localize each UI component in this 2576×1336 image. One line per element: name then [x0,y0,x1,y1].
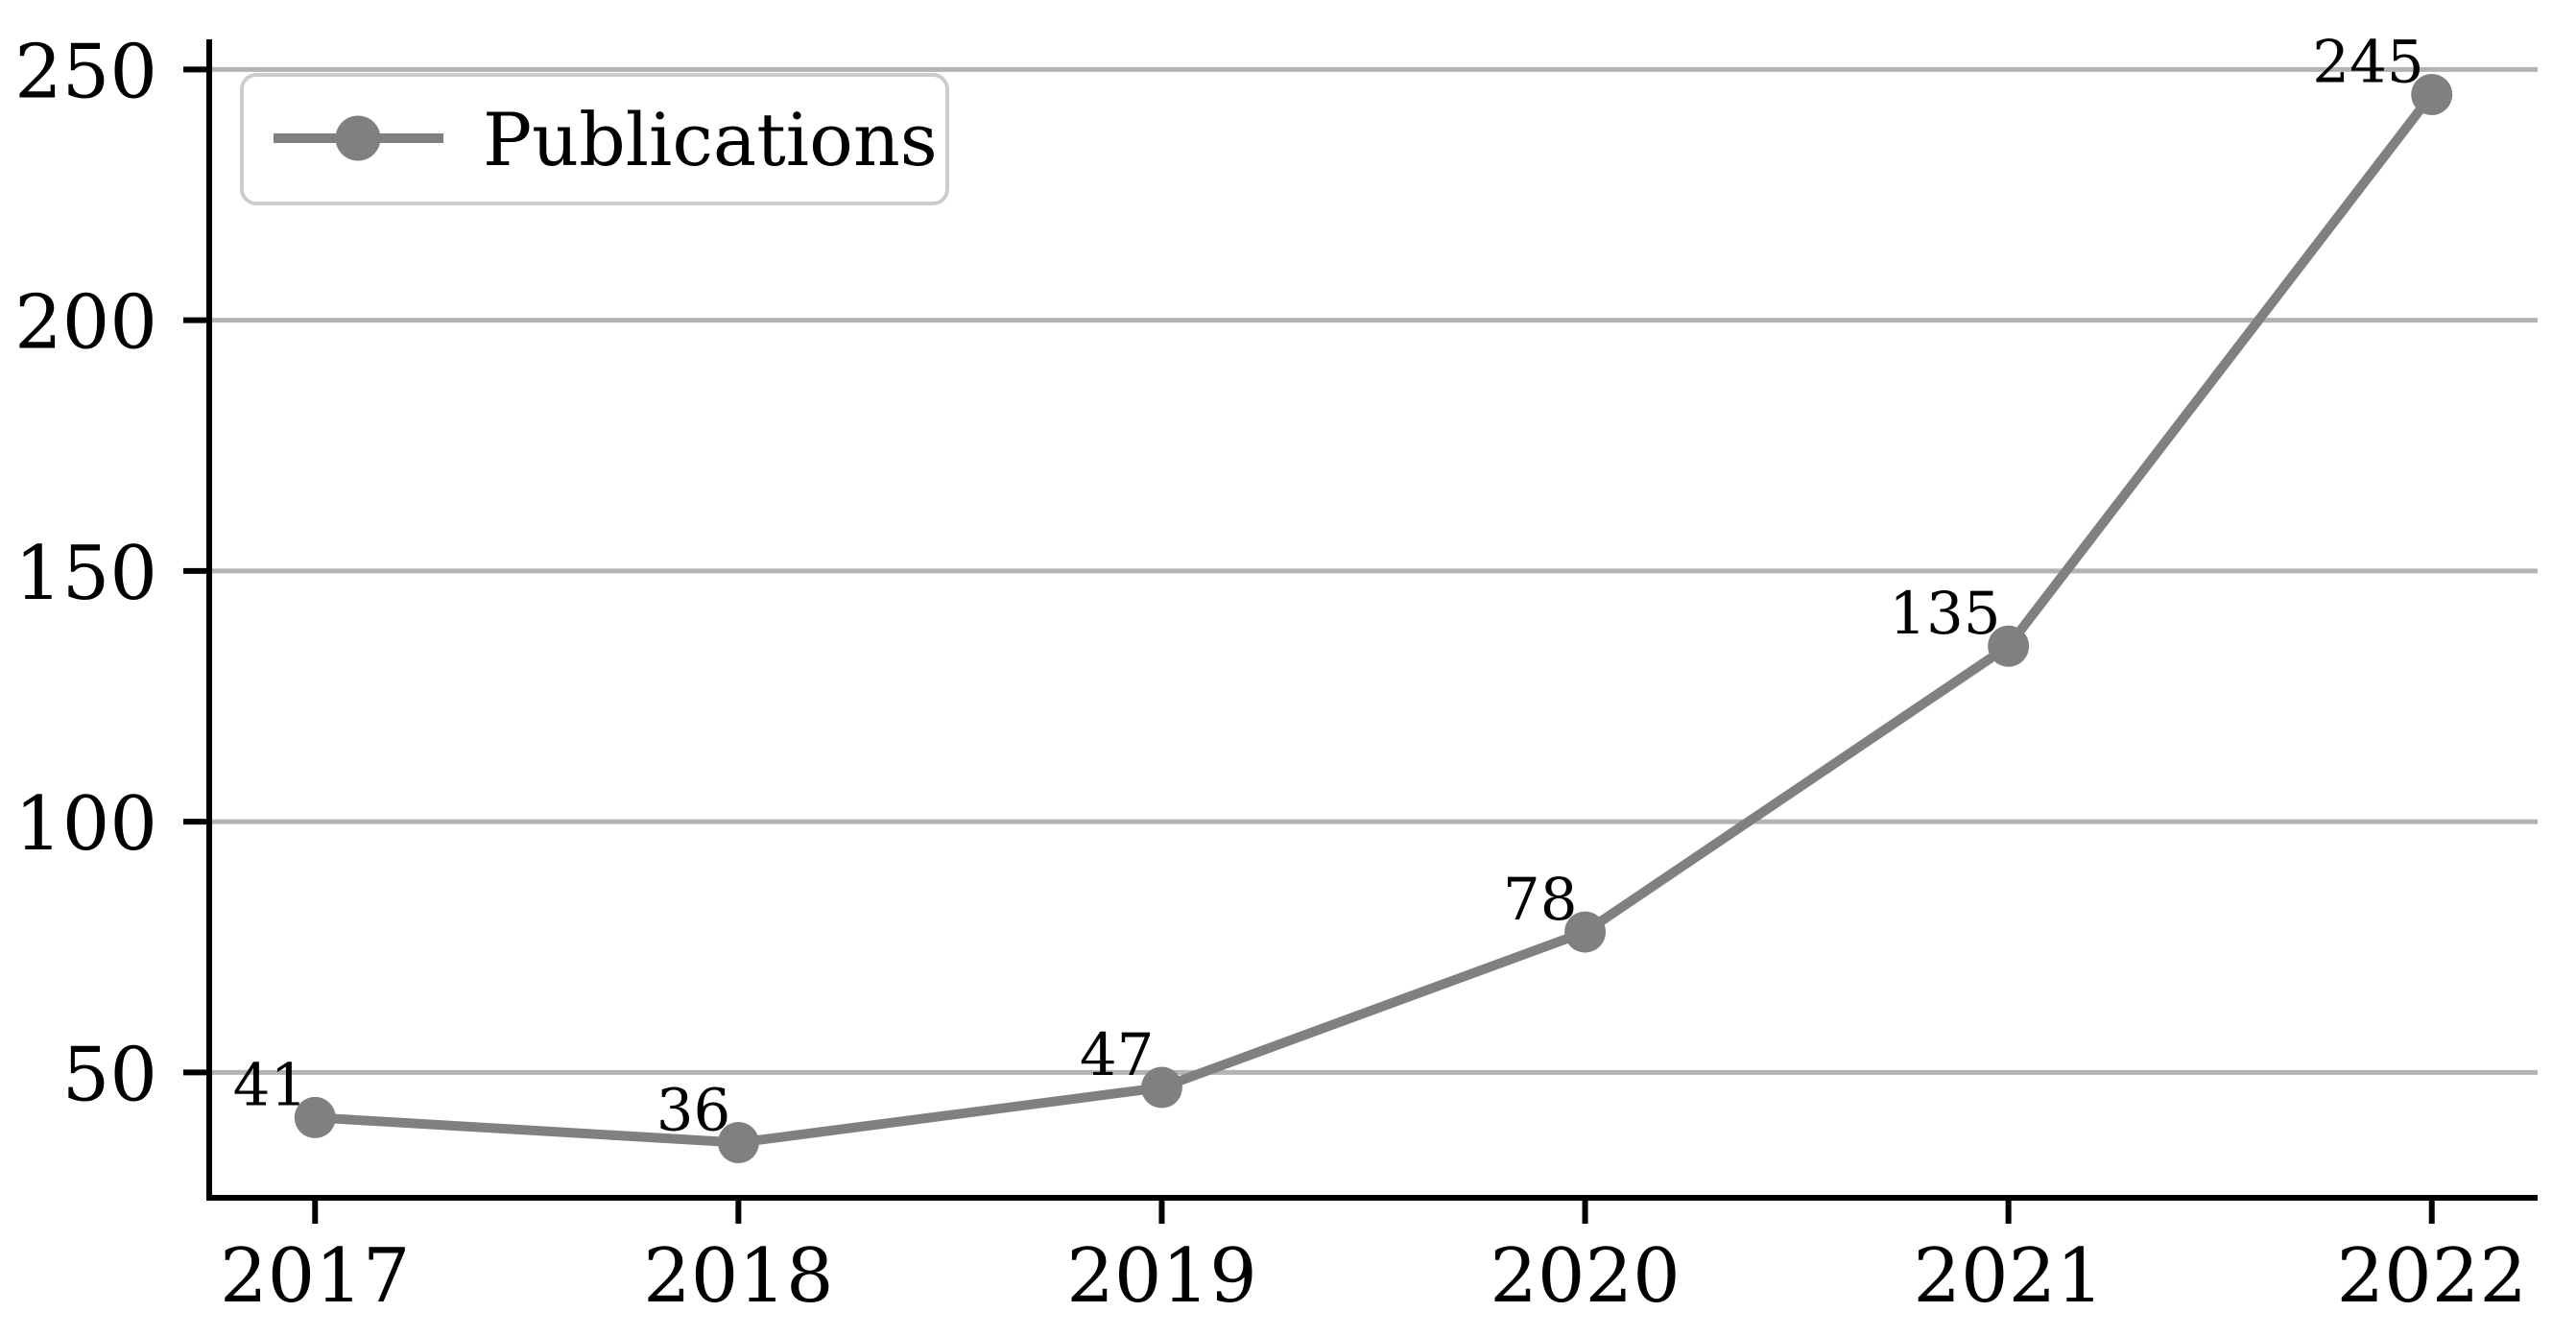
y-tick-label-150: 150 [14,531,157,617]
data-point-label-2020: 78 [1503,866,1578,934]
y-tick-label-200: 200 [14,280,157,367]
legend-frame [240,73,949,205]
data-point-label-2018: 36 [656,1077,731,1145]
y-tick-label-100: 100 [14,781,157,868]
data-point-label-2017: 41 [233,1051,308,1119]
y-axis: 50 100 150 200 250 [14,29,209,1118]
y-tick-label-250: 250 [14,29,157,115]
x-tick-label-2021: 2021 [1913,1233,2104,1320]
x-axis: 2017 2018 2019 2020 2021 2022 [220,1198,2527,1320]
x-tick-label-2020: 2020 [1490,1233,1681,1320]
data-point-marker-2017 [294,1096,336,1138]
x-tick-label-2022: 2022 [2336,1233,2527,1320]
data-point-markers [294,73,2453,1164]
x-tick-label-2018: 2018 [643,1233,834,1320]
data-point-marker-2020 [1564,911,1607,953]
data-point-marker-2018 [717,1122,759,1164]
publications-line [314,91,2436,1148]
x-tick-label-2017: 2017 [220,1233,411,1320]
legend-label: Publications [483,97,938,182]
gridlines [209,66,2538,1075]
x-tick-label-2019: 2019 [1066,1233,1257,1320]
data-point-labels: 41 36 47 78 135 245 [233,28,2424,1144]
data-point-marker-2021 [1988,625,2030,667]
legend: Publications [240,73,949,205]
data-point-marker-2022 [2411,73,2453,115]
legend-marker-icon [335,115,381,161]
data-point-label-2021: 135 [1889,580,2000,648]
data-point-marker-2019 [1140,1066,1182,1109]
y-tick-label-50: 50 [62,1032,157,1118]
data-point-label-2019: 47 [1080,1021,1155,1089]
data-point-label-2022: 245 [2312,28,2423,96]
